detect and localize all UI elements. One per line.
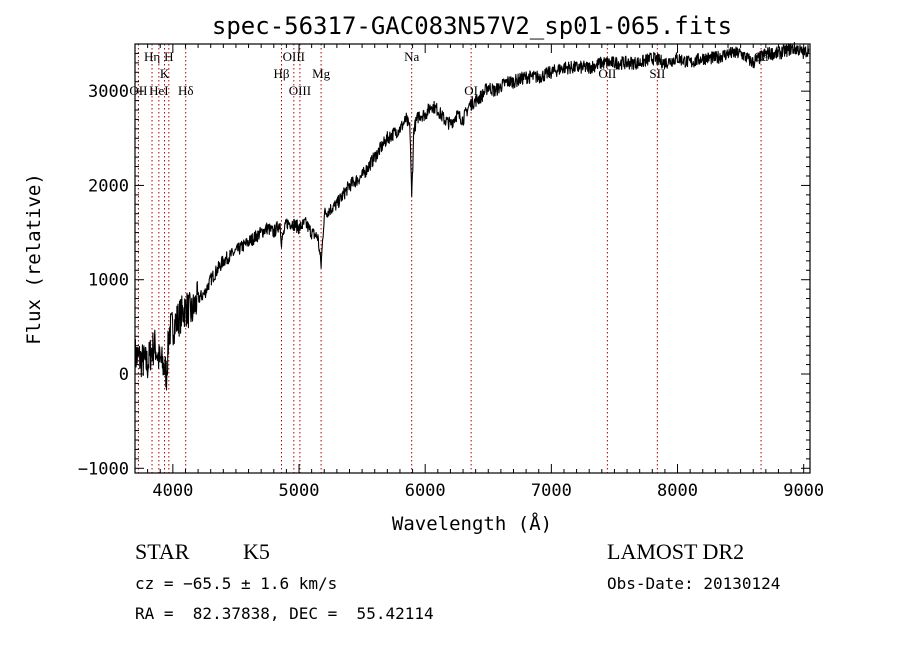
x-tick-label: 8000 xyxy=(657,481,698,501)
marker-label: OIII xyxy=(283,49,305,64)
marker-label: SII xyxy=(649,66,665,81)
marker-label: OI xyxy=(464,83,478,98)
x-tick-label: 4000 xyxy=(152,481,193,501)
x-tick-label: 9000 xyxy=(783,481,824,501)
marker-label: Hβ xyxy=(273,66,289,81)
x-tick-label: 6000 xyxy=(405,481,446,501)
marker-label: OII xyxy=(129,83,147,98)
x-axis-label: Wavelength (Å) xyxy=(392,512,552,535)
redshift-text: cz = −65.5 ± 1.6 km/s xyxy=(135,574,338,593)
y-tick-label: 1000 xyxy=(88,271,129,291)
marker-label: Na xyxy=(404,49,419,64)
y-tick-label: 3000 xyxy=(88,82,129,102)
chart-title: spec-56317-GAC083N57V2_sp01-065.fits xyxy=(212,12,732,40)
marker-label: K xyxy=(160,66,170,81)
y-axis-label: Flux (relative) xyxy=(23,173,45,345)
obs-date: Obs-Date: 20130124 xyxy=(607,574,781,593)
marker-label: Hη xyxy=(144,49,160,64)
object-type: STAR xyxy=(135,539,190,564)
x-tick-label: 5000 xyxy=(279,481,320,501)
y-axis: −1000 0 1000 2000 3000 xyxy=(78,52,810,479)
y-tick-label: 2000 xyxy=(88,176,129,196)
marker-label: Hδ xyxy=(178,83,194,98)
x-axis: 4000 5000 6000 7000 8000 9000 xyxy=(134,44,824,501)
plot-frame xyxy=(134,43,811,474)
marker-label: Mg xyxy=(312,66,331,81)
spectral-subclass: K5 xyxy=(243,539,270,564)
survey-name: LAMOST DR2 xyxy=(607,539,745,564)
y-tick-label: 0 xyxy=(119,365,129,385)
x-tick-label: 7000 xyxy=(531,481,572,501)
marker-label: OIII xyxy=(289,83,311,98)
y-tick-label: −1000 xyxy=(78,459,129,479)
marker-label: H xyxy=(164,49,173,64)
marker-label: OII xyxy=(598,66,616,81)
coordinates: RA = 82.37838, DEC = 55.42114 xyxy=(135,604,434,623)
marker-label: HeI xyxy=(149,83,169,98)
spectrum-line xyxy=(134,42,810,391)
